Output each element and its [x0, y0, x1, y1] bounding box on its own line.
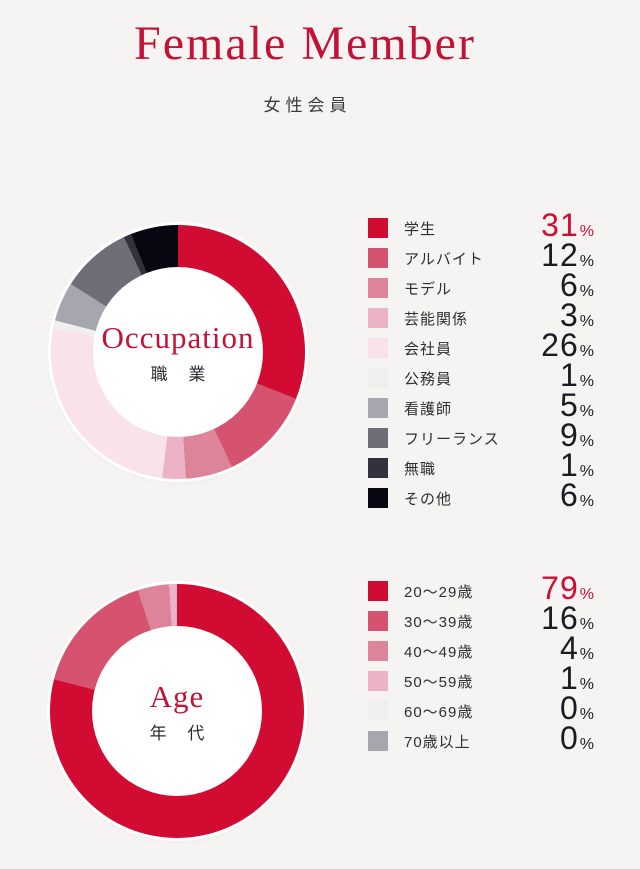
- legend-percent: 4%: [559, 629, 594, 666]
- legend-label: 会社員: [404, 340, 453, 358]
- percent-sign: %: [579, 492, 594, 510]
- legend-percent: 0%: [559, 689, 594, 726]
- occupation-center-title: Occupation: [101, 319, 255, 355]
- legend-row: 学生 31%: [368, 209, 594, 243]
- legend-row: モデル 6%: [368, 269, 594, 303]
- legend-label: 学生: [404, 220, 437, 238]
- legend-row: 公務員 1%: [368, 359, 594, 393]
- legend-row: 30〜39歳 16%: [368, 602, 594, 636]
- percent-sign: %: [579, 675, 594, 693]
- legend-swatch: [368, 671, 388, 691]
- occupation-chart-section: Occupation 職 業 学生 31% アルバイト 12% モデル 6% 芸能関係 3% 会…: [0, 209, 640, 523]
- legend-label: 看護師: [404, 400, 453, 418]
- legend-row: 70歳以上 0%: [368, 722, 594, 756]
- legend-row: 40〜49歳 4%: [368, 632, 594, 666]
- legend-label: 20〜29歳: [404, 583, 474, 601]
- legend-label: 芸能関係: [404, 310, 469, 328]
- occupation-donut-chart: Occupation 職 業: [51, 225, 305, 479]
- legend-label: 公務員: [404, 370, 453, 388]
- page-title: Female Member: [134, 17, 476, 70]
- legend-percent: 16%: [541, 599, 594, 636]
- percent-sign: %: [579, 312, 594, 330]
- legend-row: アルバイト 12%: [368, 239, 594, 273]
- legend-swatch: [368, 701, 388, 721]
- legend-percent: 1%: [559, 446, 594, 483]
- legend-percent: 26%: [541, 326, 594, 363]
- legend-swatch: [368, 458, 388, 478]
- legend-label: その他: [404, 490, 453, 508]
- legend-swatch: [368, 581, 388, 601]
- age-chart-section: Age 年 代 20〜29歳 79% 30〜39歳 16% 40〜49歳 4% 50〜59歳…: [0, 572, 640, 861]
- percent-sign: %: [579, 402, 594, 420]
- occupation-donut-center: Occupation 職 業: [93, 267, 263, 437]
- percent-sign: %: [579, 585, 594, 603]
- legend-row: 芸能関係 3%: [368, 299, 594, 333]
- legend-percent: 6%: [559, 476, 594, 513]
- percent-sign: %: [579, 342, 594, 360]
- legend-row: 50〜59歳 1%: [368, 662, 594, 696]
- percent-sign: %: [579, 432, 594, 450]
- percent-sign: %: [579, 252, 594, 270]
- legend-swatch: [368, 368, 388, 388]
- legend-row: 会社員 26%: [368, 329, 594, 363]
- legend-label: 50〜59歳: [404, 673, 474, 691]
- occupation-center-subtitle: 職 業: [150, 364, 214, 384]
- legend-swatch: [368, 398, 388, 418]
- legend-row: 無職 1%: [368, 449, 594, 483]
- legend-label: 30〜39歳: [404, 613, 474, 631]
- legend-label: モデル: [404, 280, 453, 298]
- occupation-donut-wrap: Occupation 職 業: [51, 225, 305, 479]
- legend-percent: 1%: [559, 356, 594, 393]
- percent-sign: %: [579, 462, 594, 480]
- legend-percent: 31%: [541, 206, 594, 243]
- legend-label: フリーランス: [404, 430, 500, 448]
- legend-label: アルバイト: [404, 250, 484, 268]
- legend-row: 60〜69歳 0%: [368, 692, 594, 726]
- legend-label: 70歳以上: [404, 733, 471, 751]
- percent-sign: %: [579, 222, 594, 240]
- legend-percent: 1%: [559, 659, 594, 696]
- legend-swatch: [368, 248, 388, 268]
- percent-sign: %: [579, 282, 594, 300]
- legend-percent: 0%: [559, 719, 594, 756]
- legend-percent: 9%: [559, 416, 594, 453]
- page-header: Female Member 女性会員: [0, 17, 610, 116]
- legend-percent: 5%: [559, 386, 594, 423]
- age-donut-center: Age 年 代: [92, 626, 262, 796]
- legend-swatch: [368, 611, 388, 631]
- legend-percent: 12%: [541, 236, 594, 273]
- legend-row: 看護師 5%: [368, 389, 594, 423]
- legend-swatch: [368, 308, 388, 328]
- page-subtitle: 女性会員: [263, 95, 352, 115]
- occupation-legend: 学生 31% アルバイト 12% モデル 6% 芸能関係 3% 会社員 26% 公務員 1% 看護師 5%…: [368, 209, 594, 513]
- legend-label: 60〜69歳: [404, 703, 474, 721]
- legend-percent: 3%: [559, 296, 594, 333]
- legend-label: 40〜49歳: [404, 643, 474, 661]
- percent-sign: %: [579, 705, 594, 723]
- legend-swatch: [368, 731, 388, 751]
- legend-swatch: [368, 488, 388, 508]
- legend-swatch: [368, 218, 388, 238]
- legend-row: 20〜29歳 79%: [368, 572, 594, 606]
- legend-row: その他 6%: [368, 479, 594, 513]
- percent-sign: %: [579, 735, 594, 753]
- legend-row: フリーランス 9%: [368, 419, 594, 453]
- legend-label: 無職: [404, 460, 437, 478]
- percent-sign: %: [579, 615, 594, 633]
- percent-sign: %: [579, 372, 594, 390]
- legend-swatch: [368, 278, 388, 298]
- age-donut-wrap: Age 年 代: [50, 584, 304, 838]
- legend-percent: 6%: [559, 266, 594, 303]
- legend-swatch: [368, 428, 388, 448]
- percent-sign: %: [579, 645, 594, 663]
- age-center-title: Age: [149, 678, 205, 714]
- legend-swatch: [368, 641, 388, 661]
- age-legend: 20〜29歳 79% 30〜39歳 16% 40〜49歳 4% 50〜59歳 1% 60〜69歳…: [368, 572, 594, 756]
- legend-percent: 79%: [541, 569, 594, 606]
- age-center-subtitle: 年 代: [149, 723, 213, 743]
- age-donut-chart: Age 年 代: [50, 584, 304, 838]
- legend-swatch: [368, 338, 388, 358]
